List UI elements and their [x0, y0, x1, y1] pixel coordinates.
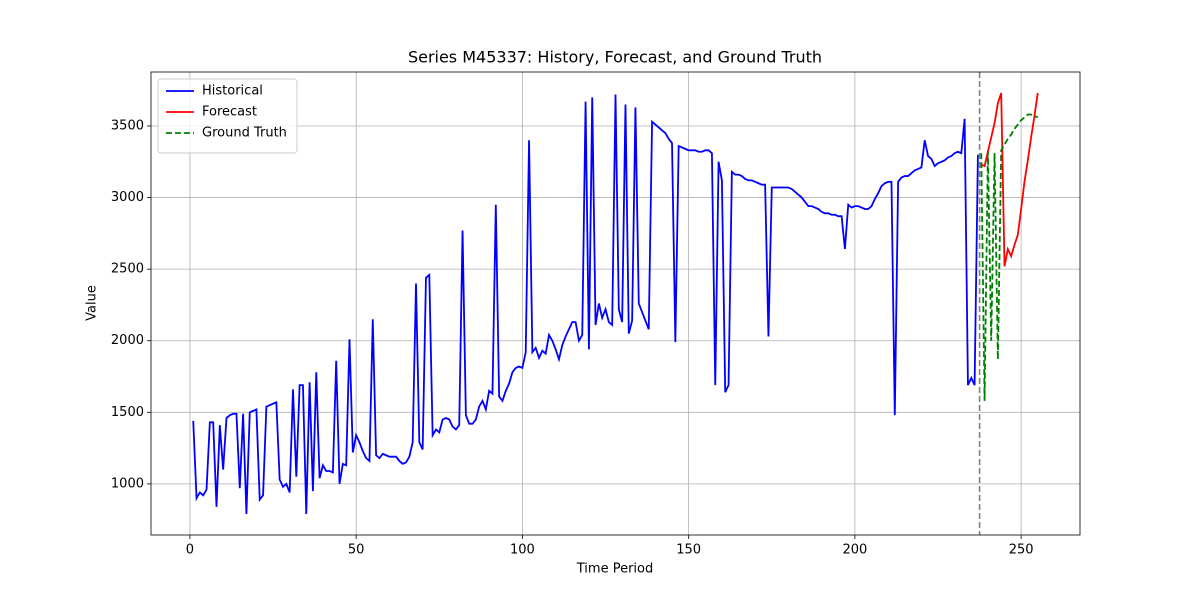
y-tick-label: 3000 [111, 190, 144, 205]
x-tick-label: 200 [842, 543, 867, 558]
y-tick-label: 2500 [111, 262, 144, 277]
legend-label: Ground Truth [202, 126, 287, 141]
series-line [192, 94, 979, 514]
x-axis-label: Time Period [576, 562, 653, 577]
x-tick-label: 250 [1009, 543, 1034, 558]
x-tick-label: 100 [510, 543, 535, 558]
series-line [980, 113, 1039, 401]
x-tick-label: 0 [186, 543, 194, 558]
legend-label: Forecast [202, 105, 257, 120]
x-tick-label: 50 [348, 543, 365, 558]
y-tick-label: 2000 [111, 333, 144, 348]
series-line [980, 92, 1039, 267]
legend: Historical Forecast Ground Truth [157, 78, 298, 154]
chart-title: Series M45337: History, Forecast, and Gr… [408, 48, 822, 67]
x-tick-label: 150 [676, 543, 701, 558]
plot-frame [150, 71, 1081, 536]
y-tick-label: 1500 [111, 405, 144, 420]
y-tick-label: 3500 [111, 118, 144, 133]
y-tick-label: 1000 [111, 476, 144, 491]
legend-label: Historical [202, 84, 263, 99]
legend-box [157, 78, 298, 154]
y-axis-label: Value [85, 285, 100, 321]
